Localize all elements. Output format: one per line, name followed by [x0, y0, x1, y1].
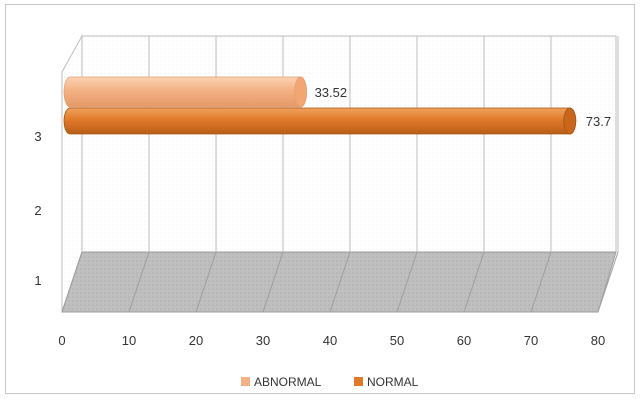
x-tick-label: 30	[256, 333, 270, 348]
y-tick-label: 3	[34, 129, 41, 144]
x-tick-label: 20	[189, 333, 203, 348]
floor-gridline-0	[61, 251, 83, 313]
bar-body	[63, 107, 577, 135]
floor-gridline-50	[396, 251, 418, 313]
floor-gridline-30	[262, 251, 284, 313]
bar-normal: 73.7	[63, 107, 611, 135]
gridlines	[61, 36, 619, 313]
legend-swatch	[241, 377, 250, 386]
x-tick-label: 40	[323, 333, 337, 348]
floor-gridline-10	[128, 251, 150, 313]
chart-frame	[5, 4, 635, 394]
floor-gridline-40	[329, 251, 351, 313]
x-tick-label: 50	[390, 333, 404, 348]
x-tick-label: 70	[524, 333, 538, 348]
x-tick-label: 60	[457, 333, 471, 348]
x-tick-label: 10	[122, 333, 136, 348]
y-tick-label: 2	[34, 203, 41, 218]
legend-item-abnormal: ABNORMAL	[241, 375, 322, 389]
floor-gridline-20	[195, 251, 217, 313]
y-tick-label: 1	[34, 273, 41, 288]
bar-end-cap	[294, 76, 307, 108]
bar-body	[63, 76, 307, 108]
x-tick-label: 80	[591, 333, 605, 348]
bars: 33.52 73.7	[63, 76, 611, 135]
legend-swatch	[354, 377, 363, 386]
legend-label: ABNORMAL	[254, 375, 322, 389]
data-label: 33.52	[315, 85, 348, 100]
back-wall	[81, 35, 617, 253]
legend-item-normal: NORMAL	[354, 375, 419, 389]
floor-gridline-80	[597, 251, 619, 313]
x-axis-ticks: 0 10 20 30 40 50 60 70 80	[58, 333, 605, 348]
legend-label: NORMAL	[367, 375, 419, 389]
x-tick-label: 0	[58, 333, 65, 348]
data-label: 73.7	[586, 114, 611, 129]
legend: ABNORMAL NORMAL	[241, 375, 419, 389]
floor-gridline-70	[530, 251, 552, 313]
bar-abnormal: 33.52	[63, 76, 348, 108]
floor	[61, 251, 617, 313]
bar-end-cap	[563, 107, 577, 135]
y-axis-ticks: 1 2 3	[34, 129, 41, 288]
floor-gridline-60	[463, 251, 485, 313]
